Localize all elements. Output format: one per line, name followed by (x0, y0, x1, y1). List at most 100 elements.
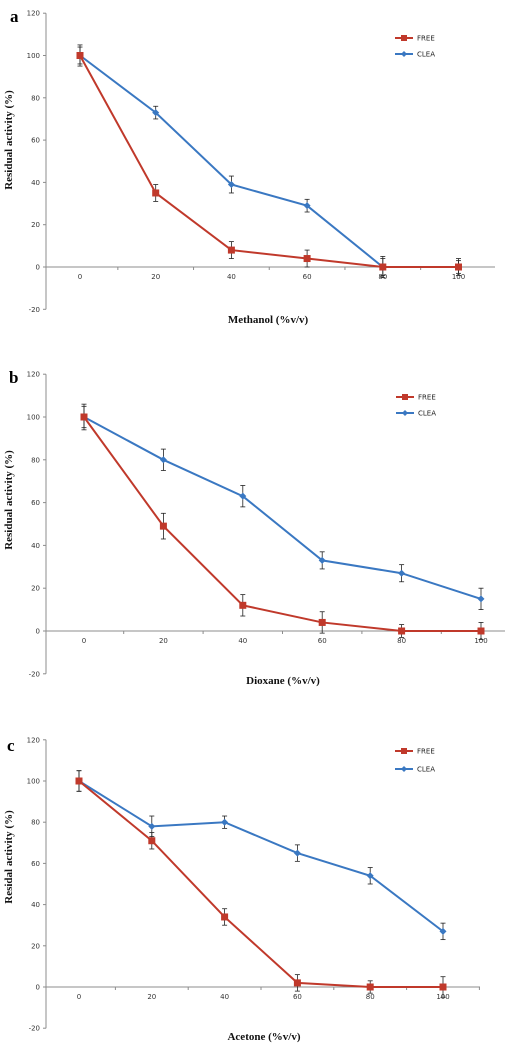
y-tick-label: 80 (31, 819, 40, 827)
y-tick-label: 120 (27, 736, 40, 744)
data-point (239, 492, 247, 500)
data-point (239, 601, 247, 609)
data-point (366, 983, 374, 991)
data-point (318, 556, 326, 564)
x-tick-label: 40 (227, 273, 236, 281)
data-point (148, 837, 156, 845)
legend-item-free: FREE (395, 748, 435, 756)
x-tick-label: 20 (151, 273, 160, 281)
legend-label: CLEA (417, 51, 435, 59)
data-point (227, 181, 235, 189)
data-point (152, 109, 160, 117)
x-tick-label: 20 (147, 993, 156, 1001)
data-point (477, 627, 485, 635)
legend: FREE CLEA (396, 394, 436, 418)
legend-marker (401, 35, 407, 41)
legend-marker (402, 410, 408, 416)
x-tick-label: 60 (293, 993, 302, 1001)
y-axis-title: Residal activity (%) (3, 810, 15, 904)
data-point (398, 627, 406, 635)
legend-marker (401, 766, 407, 772)
data-point (148, 822, 156, 830)
y-tick-label: 60 (31, 499, 40, 507)
series-line (79, 54, 459, 268)
series-clea (76, 46, 462, 276)
data-point (76, 52, 84, 59)
y-tick-label: -20 (29, 1025, 40, 1033)
data-point (318, 618, 326, 626)
series-line (83, 416, 482, 600)
data-point (75, 777, 83, 785)
y-axis-title: Residual activity (%) (3, 450, 15, 550)
legend-label: CLEA (418, 410, 436, 418)
panel-label: c (7, 736, 15, 755)
series-free (75, 770, 447, 998)
series-line (78, 780, 444, 933)
y-tick-label: 80 (31, 94, 40, 102)
series-free (76, 44, 462, 278)
series-line (79, 55, 459, 268)
x-axis-title: Acetone (%v/v) (227, 1031, 300, 1043)
y-tick-label: 0 (36, 264, 40, 272)
y-tick-label: 120 (27, 371, 40, 379)
y-tick-label: 20 (31, 942, 40, 950)
data-point (152, 189, 160, 197)
y-tick-label: 0 (36, 984, 40, 992)
legend-marker (401, 51, 407, 57)
data-point (379, 263, 387, 271)
data-point (439, 927, 447, 935)
y-tick-label: 100 (27, 778, 40, 786)
series-free (80, 403, 485, 640)
x-tick-label: 0 (78, 273, 82, 281)
data-point (221, 913, 229, 921)
y-tick-label: 0 (36, 628, 40, 636)
x-tick-label: 0 (77, 993, 81, 1001)
y-tick-label: 40 (31, 542, 40, 550)
legend-item-clea: CLEA (396, 410, 436, 418)
legend-label: CLEA (417, 766, 435, 774)
legend-item-free: FREE (396, 394, 436, 402)
y-tick-label: 100 (27, 52, 40, 60)
y-tick-label: -20 (29, 670, 40, 678)
x-tick-label: 20 (159, 637, 168, 645)
legend-label: FREE (418, 394, 436, 402)
y-tick-label: 120 (27, 10, 40, 18)
data-point (303, 255, 311, 263)
panel-label: b (9, 368, 18, 387)
y-tick-label: 60 (31, 860, 40, 868)
legend-label: FREE (417, 35, 435, 43)
data-point (398, 569, 406, 577)
panel-label: a (10, 7, 19, 26)
legend-marker (401, 748, 407, 754)
data-point (293, 849, 301, 857)
chart-panel-b: b -20 0 20 40 60 80 100 120 0 20 40 60 80 100 Dioxane (… (3, 368, 505, 687)
x-tick-label: 80 (397, 637, 406, 645)
data-point (227, 246, 235, 254)
y-tick-label: -20 (29, 306, 40, 314)
y-tick-label: 100 (27, 414, 40, 422)
data-point (159, 522, 167, 530)
y-tick-label: 40 (31, 901, 40, 909)
legend-item-free: FREE (395, 35, 435, 43)
x-tick-label: 40 (238, 637, 247, 645)
legend-item-clea: CLEA (395, 51, 435, 59)
data-point (159, 456, 167, 464)
y-axis-title: Residual activity (%) (3, 90, 15, 190)
legend-item-clea: CLEA (395, 766, 435, 774)
x-tick-label: 40 (220, 993, 229, 1001)
data-point (366, 872, 374, 880)
data-point (455, 263, 462, 271)
series-line (83, 416, 481, 632)
chart-panel-c: c-20020406080100120020406080100Acetone (… (3, 736, 480, 1043)
legend: FREE CLEA (395, 35, 435, 59)
x-axis-title: Methanol (%v/v) (228, 314, 309, 326)
y-tick-label: 20 (31, 221, 40, 229)
x-tick-label: 0 (82, 637, 86, 645)
y-tick-label: 20 (31, 585, 40, 593)
legend: FREE CLEA (395, 748, 435, 774)
series-line (78, 780, 443, 988)
x-tick-label: 80 (366, 993, 375, 1001)
y-tick-label: 80 (31, 456, 40, 464)
